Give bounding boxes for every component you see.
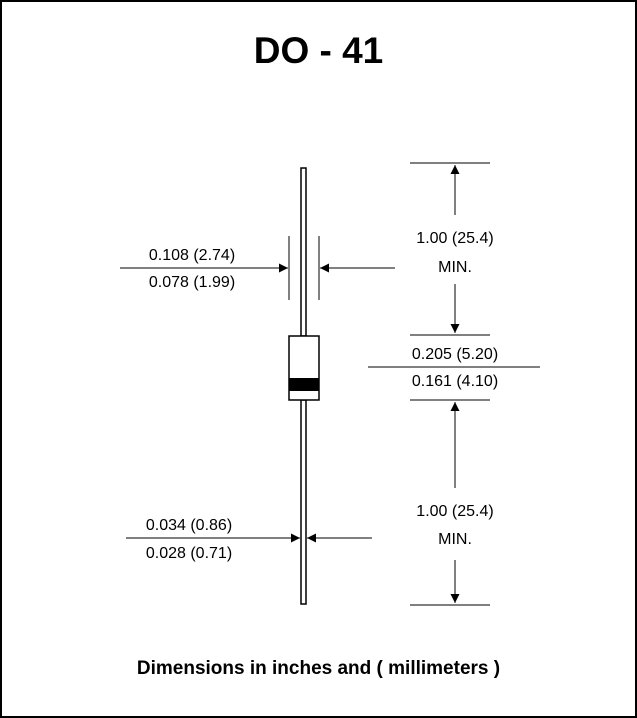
body-length-min: 0.161 (4.10) bbox=[412, 373, 498, 390]
top-lead-length-qualifier: MIN. bbox=[438, 259, 472, 276]
lead-diameter-dimension: 0.034 (0.86) 0.028 (0.71) bbox=[126, 517, 372, 562]
body-length-dimension: 0.205 (5.20) 0.161 (4.10) bbox=[368, 346, 540, 390]
bottom-lead-length-value: 1.00 (25.4) bbox=[416, 503, 493, 520]
body-diameter-min: 0.078 (1.99) bbox=[149, 274, 235, 291]
body-diameter-max: 0.108 (2.74) bbox=[149, 247, 235, 264]
units-caption: Dimensions in inches and ( millimeters ) bbox=[136, 658, 501, 679]
body-length-max: 0.205 (5.20) bbox=[412, 346, 498, 363]
top-lead bbox=[300, 167, 307, 337]
bottom-lead-length-dimension: 1.00 (25.4) MIN. bbox=[410, 399, 494, 606]
top-lead-length-dimension: 1.00 (25.4) MIN. bbox=[410, 162, 494, 336]
diode-component bbox=[288, 167, 320, 605]
lead-diameter-min: 0.028 (0.71) bbox=[146, 545, 232, 562]
bottom-lead bbox=[300, 399, 307, 605]
top-lead-length-value: 1.00 (25.4) bbox=[416, 230, 493, 247]
lead-diameter-max: 0.034 (0.86) bbox=[146, 517, 232, 534]
cathode-band bbox=[289, 378, 319, 391]
body-diameter-dimension: 0.108 (2.74) 0.078 (1.99) bbox=[120, 236, 395, 300]
package-title: DO - 41 bbox=[253, 30, 384, 71]
bottom-lead-length-qualifier: MIN. bbox=[438, 531, 472, 548]
